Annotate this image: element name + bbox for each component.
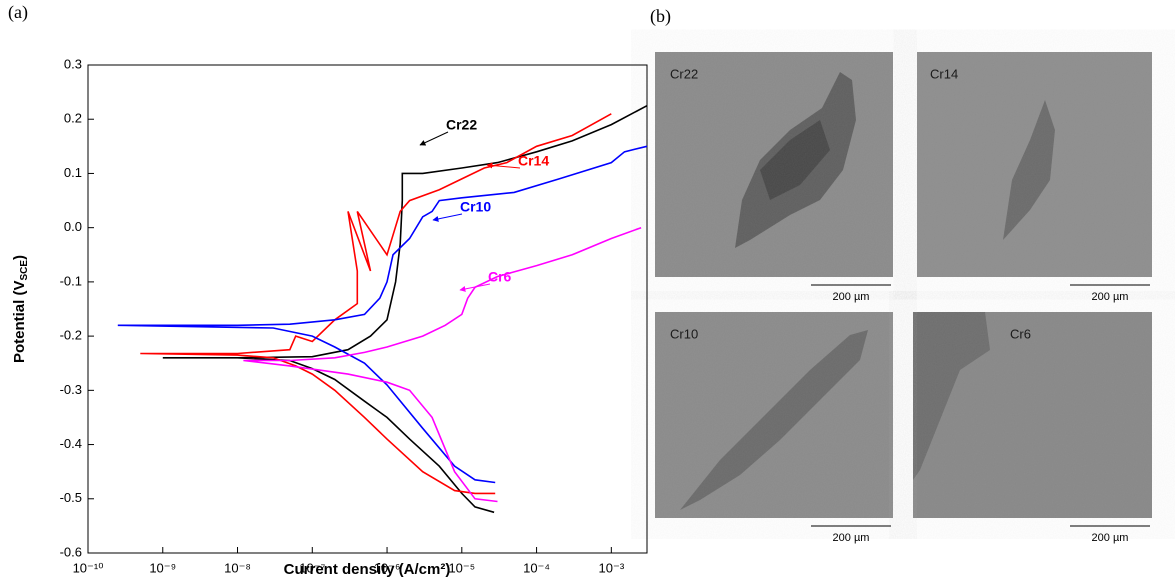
- sem-panels: [655, 52, 1152, 518]
- x-tick-label: 10⁻⁶: [374, 560, 401, 575]
- scale-label: 200 µm: [1092, 291, 1129, 303]
- series-label: Cr10: [460, 199, 491, 215]
- plot-frame: [87, 64, 648, 554]
- y-tick-label: 0.2: [64, 111, 82, 126]
- panel-label: (a): [8, 2, 28, 23]
- label-arrow: [459, 283, 491, 292]
- x-axis-label: Current density (A/cm²): [284, 561, 451, 578]
- series-label: Cr14: [518, 153, 549, 169]
- label-arrow: [486, 162, 521, 169]
- y-label-sub: SCE: [19, 260, 30, 281]
- series-label: Cr6: [488, 269, 512, 285]
- x-tick-label: 10⁻³: [599, 560, 625, 575]
- y-tick-label: -0.5: [60, 490, 82, 505]
- curve: [117, 145, 648, 484]
- panel-label: (b): [650, 6, 671, 27]
- image-label: Cr6: [1010, 326, 1031, 341]
- y-tick-label: 0.0: [64, 219, 82, 234]
- x-tick-label: 10⁻¹⁰: [73, 560, 104, 575]
- texture: [913, 312, 1152, 518]
- y-axis-label: Potential (VSCE): [11, 255, 30, 363]
- x-tick-label: 10⁻⁷: [299, 560, 325, 575]
- image-label: Cr14: [930, 66, 958, 81]
- label-arrow: [432, 213, 463, 222]
- scale-label: 200 µm: [1092, 532, 1129, 544]
- image-label: Cr22: [670, 66, 698, 81]
- y-tick-label: 0.1: [64, 165, 82, 180]
- y-tick-label: -0.4: [60, 436, 82, 451]
- scale-label: 200 µm: [833, 291, 870, 303]
- y-tick-label: -0.1: [60, 273, 82, 288]
- y-tick-label: 0.3: [64, 56, 82, 71]
- x-tick-label: 10⁻⁴: [523, 560, 550, 575]
- curve: [162, 104, 648, 514]
- y-tick-label: -0.2: [60, 328, 82, 343]
- texture: [655, 52, 893, 277]
- x-tick-label: 10⁻⁹: [149, 560, 176, 575]
- x-tick-label: 10⁻⁵: [448, 560, 475, 575]
- curve: [243, 226, 642, 503]
- x-tick-label: 10⁻⁸: [224, 560, 251, 575]
- series-label: Cr22: [446, 117, 477, 133]
- scale-label: 200 µm: [833, 532, 870, 544]
- y-tick-label: -0.6: [60, 544, 82, 559]
- texture: [917, 52, 1152, 277]
- curve: [140, 113, 612, 495]
- y-tick-label: -0.3: [60, 382, 82, 397]
- y-label-main: Potential (V: [11, 281, 28, 364]
- label-arrow: [419, 131, 449, 146]
- image-label: Cr10: [670, 326, 698, 341]
- y-label-end: ): [11, 255, 28, 260]
- texture: [655, 312, 893, 518]
